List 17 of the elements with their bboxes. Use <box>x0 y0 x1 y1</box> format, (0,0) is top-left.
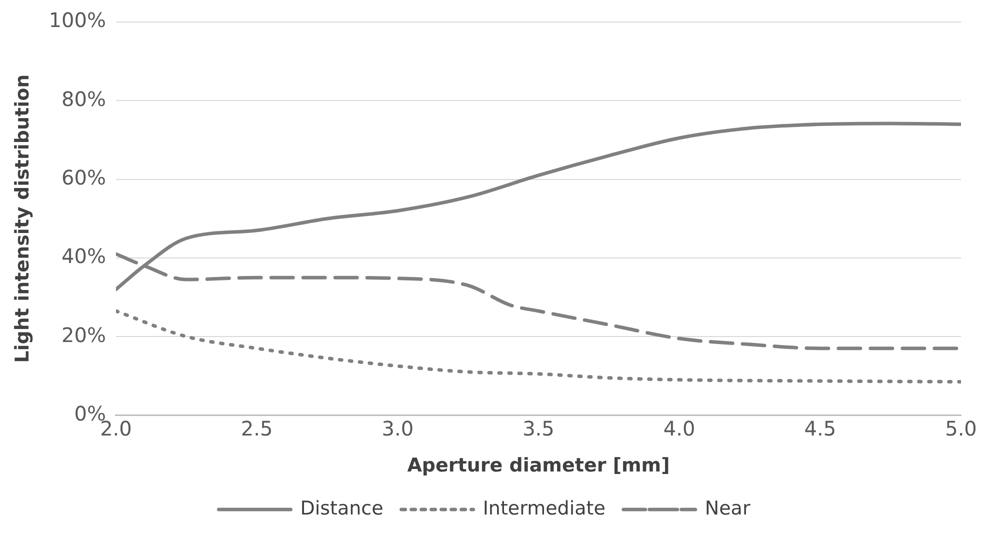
y-tick-label: 60% <box>62 165 106 190</box>
x-tick-label: 3.5 <box>522 416 554 440</box>
x-axis-title: Aperture diameter [mm] <box>407 454 670 477</box>
legend-label: Near <box>704 497 750 520</box>
x-tick-label: 4.5 <box>804 416 836 440</box>
x-tick-label: 4.0 <box>663 416 696 440</box>
x-tick-label: 3.0 <box>382 416 414 440</box>
y-tick-label: 40% <box>62 244 106 268</box>
x-tick-label: 2.5 <box>240 416 273 440</box>
x-tick-label: 5.0 <box>945 416 977 440</box>
y-axis-title: Light intensity distribution <box>11 74 34 363</box>
line-series <box>116 309 961 384</box>
legend-label: Intermediate <box>482 497 606 520</box>
legend-label: Distance <box>300 497 384 520</box>
y-tick-label: 20% <box>62 322 106 347</box>
y-tick-label: 100% <box>48 8 106 32</box>
y-tick-label: 80% <box>62 86 106 111</box>
